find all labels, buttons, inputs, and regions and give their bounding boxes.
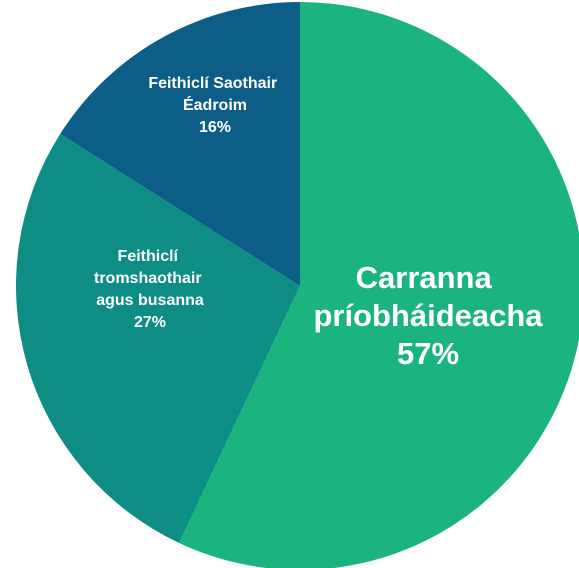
value-label: 57% [397, 336, 459, 371]
value-label: 16% [199, 119, 231, 136]
slice-label: Feithiclí tromshaothair agus busanna [94, 248, 206, 309]
label-line: Carranna [356, 260, 501, 295]
pie-slice [179, 2, 579, 568]
slice-label: Carranna príobháideacha [313, 260, 543, 333]
label-line: Feithiclí [118, 248, 183, 265]
label-line: Feithiclí Saothair [148, 75, 281, 92]
label-line: agus busanna [96, 292, 204, 309]
label-line: Éadroim [183, 95, 247, 114]
pie-slice [60, 2, 300, 286]
pie-slice [15, 133, 301, 543]
label-line: tromshaothair [94, 270, 206, 287]
value-label: 27% [134, 314, 166, 331]
slice-label: Feithiclí Saothair Éadroim [148, 75, 281, 114]
label-line: príobháideacha [313, 298, 543, 333]
